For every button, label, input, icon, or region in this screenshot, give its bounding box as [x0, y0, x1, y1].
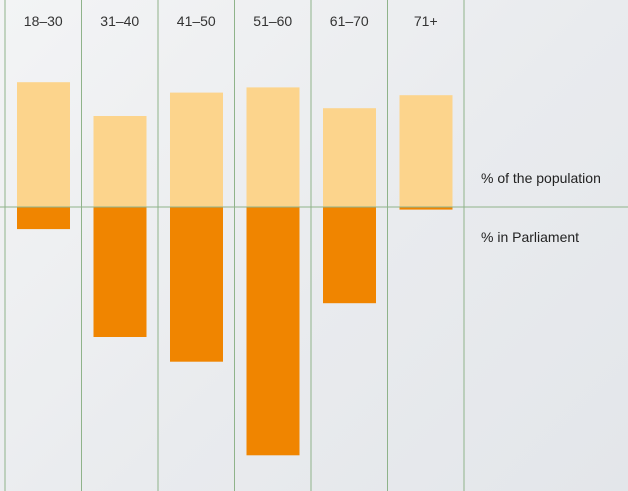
category-labels: 18–30 31–40 41–50 51–60 61–70 71+: [24, 13, 438, 29]
population-series-label: % of the population: [481, 170, 601, 186]
category-label-0: 18–30: [24, 13, 63, 29]
parliament-bar-0: [17, 207, 70, 230]
population-bar-4: [323, 108, 376, 207]
parliament-bar-2: [170, 207, 223, 362]
parliament-bars: [17, 207, 453, 456]
category-label-5: 71+: [414, 13, 438, 29]
population-bar-3: [246, 87, 300, 207]
parliament-series-label: % in Parliament: [481, 229, 579, 245]
parliament-bar-3: [246, 207, 300, 456]
population-bar-2: [170, 92, 223, 207]
parliament-bar-1: [93, 207, 147, 337]
population-bars: [17, 82, 453, 207]
parliament-bar-5: [399, 207, 453, 210]
parliament-bar-4: [323, 207, 376, 304]
category-label-3: 51–60: [253, 13, 292, 29]
population-bar-5: [399, 95, 453, 207]
category-label-1: 31–40: [100, 13, 139, 29]
population-bar-0: [17, 82, 70, 207]
category-label-2: 41–50: [177, 13, 216, 29]
gridlines: [4, 0, 465, 491]
category-label-4: 61–70: [330, 13, 369, 29]
population-bar-1: [93, 116, 147, 207]
